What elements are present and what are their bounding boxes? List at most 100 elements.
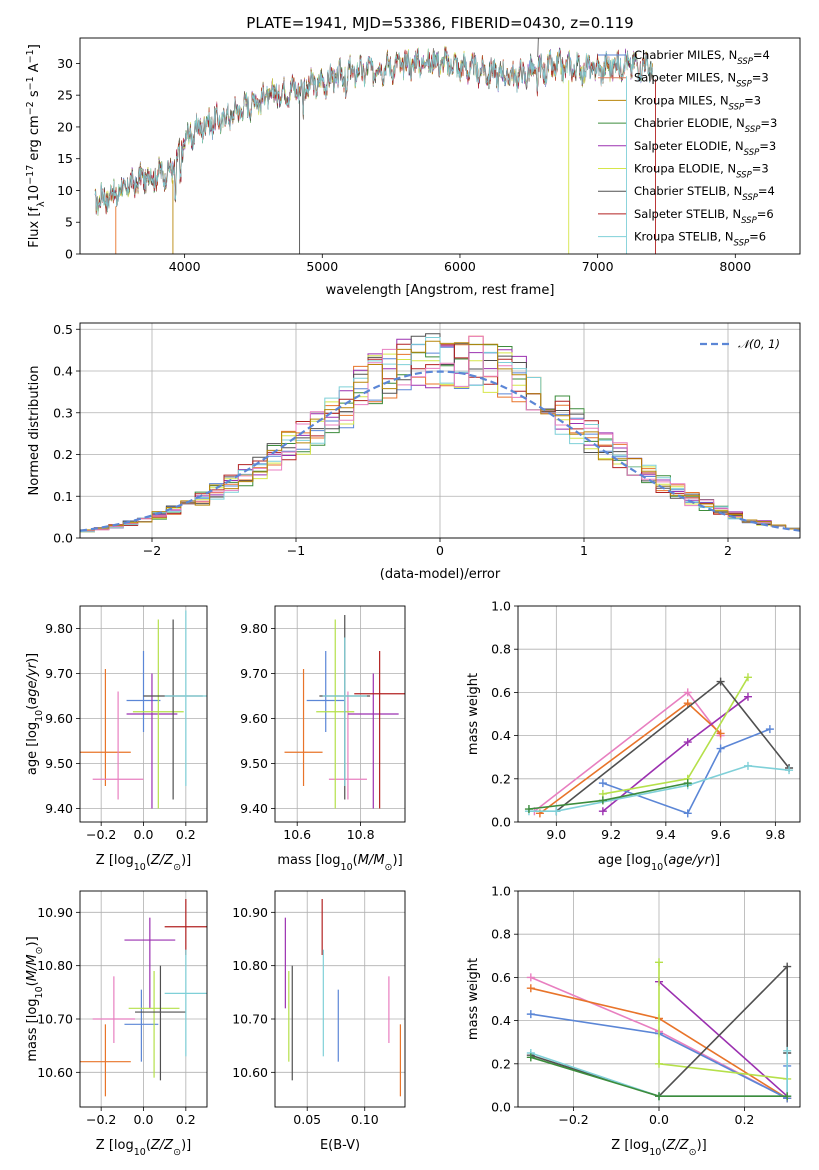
label-part: ( — [663, 853, 668, 868]
x-tick-label: 9.4 — [656, 827, 676, 842]
label-part: age [log — [25, 722, 40, 775]
label-part: )] — [25, 653, 40, 663]
legend-count: =6 — [757, 207, 774, 221]
x-tick-label: 0.10 — [351, 1112, 379, 1127]
y-tick-label: 0.4 — [491, 728, 511, 743]
weight-marker — [598, 796, 607, 805]
legend-count: =6 — [749, 230, 766, 244]
label-part: −1 — [25, 76, 36, 90]
y-tick-label: 10.90 — [232, 905, 268, 920]
weight_vs_age-panel: 9.0 9.2 9.4 9.6 9.8 0.0 0.2 0.4 0.6 0.8 1.0 age [lo… — [466, 599, 801, 873]
x-tick-label: 10.6 — [283, 827, 311, 842]
label-part: λ — [36, 201, 47, 207]
x-tick-label: 9.2 — [601, 827, 621, 842]
weight-marker — [716, 729, 725, 738]
label-part: Z/Z — [665, 1138, 689, 1153]
label-part: age/yr — [25, 661, 40, 704]
y-tick-label: 10 — [57, 183, 73, 198]
weight-marker — [683, 779, 692, 788]
legend-sub: SSP — [737, 57, 753, 67]
weight-marker — [783, 1092, 792, 1101]
x-tick-label: 1 — [580, 543, 588, 558]
label-part: mass [log — [25, 998, 40, 1061]
axes-frame — [79, 890, 208, 1108]
errorbars — [80, 899, 207, 1097]
y-tick-label: 0.2 — [491, 1056, 511, 1071]
weight-marker — [526, 1053, 535, 1062]
y-tick-label: 5 — [65, 215, 73, 230]
weight-marker — [683, 809, 692, 818]
x-tick-label: −0.2 — [86, 827, 116, 842]
chart-title: PLATE=1941, MJD=53386, FIBERID=0430, z=0… — [246, 14, 633, 32]
weight-marker — [655, 1059, 663, 1068]
label-part: ⊙ — [385, 862, 393, 873]
label-part: 10 — [27, 185, 42, 202]
label-part: mass [log — [277, 853, 340, 868]
weight_vs_Z-panel: −0.2 0.0 0.2 0.0 0.2 0.4 0.6 0.8 1.0 Z [log10(Z/Z… — [466, 884, 801, 1158]
histogram-step — [80, 340, 800, 533]
x-tick-label: −2 — [143, 543, 161, 558]
weight-marker — [743, 673, 752, 682]
x-tick-label: 0.0 — [134, 1112, 154, 1127]
label-part: age [log — [598, 853, 651, 868]
x-axis-label: (data-model)/error — [380, 567, 501, 582]
x-axis-label: E(B-V) — [320, 1138, 360, 1153]
y-tick-label: 10.60 — [232, 1065, 268, 1080]
legend-sub: SSP — [729, 102, 745, 112]
y-tick-label: 0.8 — [491, 927, 511, 942]
y-tick-label: 9.70 — [45, 666, 73, 681]
x-tick-label: 5000 — [306, 259, 338, 274]
x-axis-label: age [log10(age/yr)] — [598, 853, 720, 873]
x-tick-label: 10.8 — [347, 827, 375, 842]
label-part: ( — [353, 853, 358, 868]
y-tick-label: 0.2 — [491, 771, 511, 786]
legend-sub: SSP — [745, 125, 761, 135]
axes-frame — [79, 605, 208, 823]
axes-frame — [274, 605, 406, 823]
legend-entry: Kroupa STELIB, NSSP=6 — [634, 230, 766, 249]
x-tick-label: 7000 — [582, 259, 614, 274]
label-part: Flux [f — [27, 207, 42, 248]
label-part: )] — [697, 1138, 707, 1153]
x-tick-label: 0.0 — [134, 827, 154, 842]
legend-text: Chabrier ELODIE, N — [634, 116, 745, 130]
age_vs_mass-panel: 10.6 10.8 9.40 9.50 9.60 9.70 9.80 mass [log10(… — [240, 605, 406, 873]
weight-marker — [524, 805, 533, 814]
legend-text: Salpeter MILES, N — [634, 71, 736, 85]
legend-sub: SSP — [744, 148, 760, 158]
y-tick-label: 30 — [57, 56, 73, 71]
label-part: ⊙ — [689, 1147, 697, 1158]
age_vs_Z-panel: −0.2 0.0 0.29.409.509.609.709.80Z [log10(Z… — [25, 605, 208, 873]
label-part: A — [27, 63, 42, 76]
legend-entry: Chabrier ELODIE, NSSP=3 — [634, 116, 777, 135]
legend-count: =4 — [753, 48, 770, 62]
label-part: erg cm — [27, 115, 42, 164]
y-tick-label: 10.70 — [232, 1012, 268, 1027]
label-part: 10 — [651, 862, 663, 873]
legend-count: =3 — [752, 71, 769, 85]
axes-frame — [79, 322, 801, 539]
weight-marker — [783, 962, 792, 971]
weight-marker — [526, 1010, 535, 1019]
legend-entry: Salpeter STELIB, NSSP=6 — [634, 207, 774, 226]
label-part: Z/Z — [150, 853, 174, 868]
y-axis-label: mass weight — [466, 958, 481, 1040]
y-axis-label: Normed distribution — [27, 366, 42, 496]
legend-text: Salpeter ELODIE, N — [634, 139, 744, 153]
weight-marker — [655, 1092, 663, 1101]
x-tick-label: 0.05 — [293, 1112, 321, 1127]
weight-series-line — [602, 728, 771, 815]
x-tick-label: 0.2 — [176, 1112, 196, 1127]
mass_vs_ebv-panel: 0.05 0.10 10.60 10.70 10.80 10.90 E(B-V) — [232, 890, 406, 1153]
legend-entry: Chabrier STELIB, NSSP=4 — [634, 184, 775, 203]
x-tick-label: 9.6 — [711, 827, 731, 842]
x-tick-label: −1 — [287, 543, 305, 558]
y-tick-label: 0.6 — [491, 685, 511, 700]
x-tick-label: 0 — [436, 543, 444, 558]
weight-marker — [743, 692, 752, 701]
y-tick-label: 9.70 — [240, 666, 268, 681]
weight-marker — [743, 761, 752, 770]
y-tick-label: 9.60 — [240, 711, 268, 726]
